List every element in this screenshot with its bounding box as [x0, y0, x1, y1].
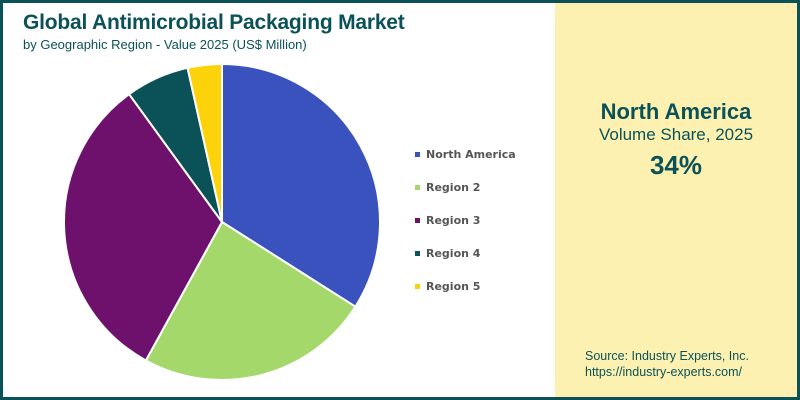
legend-item: Region 4 [415, 237, 516, 270]
legend-swatch-icon [415, 185, 420, 190]
legend-swatch-icon [415, 218, 420, 223]
highlight-metric: Volume Share, 2025 [598, 125, 754, 144]
chart-legend: North America Region 2 Region 3 Region 4 Reg… [415, 138, 516, 303]
chart-title: Global Antimicrobial Packaging Market [23, 11, 405, 34]
source-text: Source: Industry Experts, Inc. [585, 349, 749, 363]
highlight-value: 34% [649, 150, 703, 180]
legend-label: Region 2 [426, 181, 481, 194]
legend-label: Region 3 [426, 214, 481, 227]
pie-chart [63, 62, 381, 381]
highlight-region: North America [600, 99, 752, 124]
legend-item: Region 2 [415, 171, 516, 204]
legend-swatch-icon [415, 152, 420, 157]
highlight-panel: North America Volume Share, 2025 34% Sou… [555, 3, 797, 397]
legend-item: Region 3 [415, 204, 516, 237]
source-link[interactable]: https://industry-experts.com/ [585, 365, 743, 379]
legend-swatch-icon [415, 251, 420, 256]
source-note: Source: Industry Experts, Inc. https://i… [585, 348, 749, 380]
legend-label: North America [426, 148, 516, 161]
legend-item: North America [415, 138, 516, 171]
chart-subtitle: by Geographic Region - Value 2025 (US$ M… [23, 37, 307, 52]
legend-swatch-icon [415, 284, 420, 289]
legend-label: Region 5 [426, 280, 481, 293]
legend-item: Region 5 [415, 270, 516, 303]
pie-slice-region-2 [144, 220, 357, 381]
pie-slice-region-3 [63, 92, 224, 362]
pie-slice-region-5 [186, 62, 223, 223]
legend-label: Region 4 [426, 247, 481, 260]
